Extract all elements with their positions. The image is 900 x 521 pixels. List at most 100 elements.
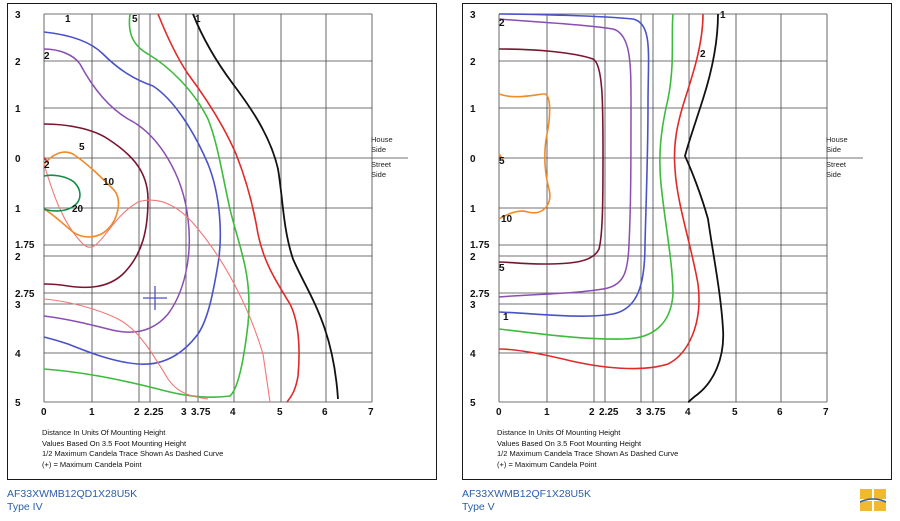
contour-label: 2 xyxy=(44,51,50,62)
chart-notes: Distance In Units Of Mounting Height Val… xyxy=(497,428,678,470)
x-tick: 7 xyxy=(368,407,374,418)
x-tick: 3.75 xyxy=(646,407,666,418)
contour-2 xyxy=(157,13,300,403)
house-side-label: Side xyxy=(826,145,841,154)
y-tick: 0 xyxy=(470,154,476,165)
note-line: 1/2 Maximum Candela Trace Shown As Dashe… xyxy=(497,449,679,458)
contour-2 xyxy=(498,13,704,370)
distribution-type: Type V xyxy=(462,501,495,513)
contour-pink-lower xyxy=(43,298,209,400)
contour-blue xyxy=(43,31,222,365)
note-line: Values Based On 3.5 Foot Mounting Height xyxy=(497,438,642,448)
contour-label: 5 xyxy=(79,142,85,153)
brand-logo-icon xyxy=(860,489,886,511)
x-tick: 2.25 xyxy=(144,407,164,418)
y-tick: 3 xyxy=(470,10,476,21)
contour-label: 2 xyxy=(700,49,706,60)
x-tick: 0 xyxy=(41,407,47,418)
contour-label: 20 xyxy=(72,204,84,215)
contour-20 xyxy=(43,174,81,212)
x-tick: 3.75 xyxy=(191,407,211,418)
note-line: (+) = Maximum Candela Point xyxy=(497,459,597,469)
contour-label: 10 xyxy=(501,214,513,225)
x-tick: 3 xyxy=(181,407,187,418)
contour-blue xyxy=(498,13,650,317)
x-tick: 4 xyxy=(230,407,236,418)
note-line: Distance In Units Of Mounting Height xyxy=(42,428,166,437)
x-tick: 4 xyxy=(685,407,691,418)
note-line: Distance In Units Of Mounting Height xyxy=(497,428,621,437)
x-tick: 5 xyxy=(732,407,738,418)
y-tick: 0 xyxy=(15,154,21,165)
isofootcandle-chart-type-iv: 1 5 1 2 5 2 10 20 3 2 1 0 1 1.75 2 2.75 … xyxy=(7,3,437,480)
contour-1 xyxy=(192,13,339,400)
contour-dot xyxy=(498,153,504,161)
contour-purple xyxy=(498,18,632,298)
y-tick: 1.75 xyxy=(470,240,490,251)
contour-10 xyxy=(43,151,120,238)
x-tick: 6 xyxy=(322,407,328,418)
contour-label: 5 xyxy=(499,156,505,167)
contour-dot xyxy=(43,157,49,163)
contour-10 xyxy=(498,93,551,220)
street-side-label: Side xyxy=(826,170,841,179)
contour-1 xyxy=(684,13,725,403)
contour-label: 1 xyxy=(195,14,201,25)
chart-notes: Distance In Units Of Mounting Height Val… xyxy=(42,428,223,470)
x-tick: 0 xyxy=(496,407,502,418)
y-tick: 2.75 xyxy=(470,289,490,300)
street-side-label: Street xyxy=(371,160,392,169)
contour-purple xyxy=(43,48,191,333)
contour-label: 5 xyxy=(499,263,505,274)
x-tick: 2.25 xyxy=(599,407,619,418)
x-tick: 3 xyxy=(636,407,642,418)
y-tick: 2 xyxy=(15,252,21,263)
y-tick: 1.75 xyxy=(15,240,35,251)
y-tick: 1 xyxy=(470,204,476,215)
y-tick: 1 xyxy=(470,104,476,115)
contour-label: 5 xyxy=(132,14,138,25)
y-tick: 5 xyxy=(470,398,476,409)
y-tick: 3 xyxy=(470,300,476,311)
max-candela-marker xyxy=(143,286,167,310)
y-tick: 4 xyxy=(15,349,21,360)
x-tick: 2 xyxy=(134,407,140,418)
grid xyxy=(43,13,408,403)
y-tick: 1 xyxy=(15,204,21,215)
x-tick: 2 xyxy=(589,407,595,418)
contour-maroon xyxy=(498,48,604,265)
x-tick: 1 xyxy=(544,407,550,418)
caption-type-v: AF33XWMB12QF1X28U5K Type V xyxy=(462,488,591,514)
contour-5 xyxy=(43,13,250,398)
contour-label: 1 xyxy=(65,14,71,25)
grid xyxy=(498,13,863,403)
distribution-type: Type IV xyxy=(7,501,43,513)
chart-type-v-svg: 1 2 2 5 10 5 1 3 2 1 0 1 1.75 2 2.75 3 4… xyxy=(470,10,863,418)
chart-type-iv-svg: 1 5 1 2 5 2 10 20 3 2 1 0 1 1.75 2 2.75 … xyxy=(15,10,408,418)
contour-label: 2 xyxy=(499,18,505,29)
contour-label: 1 xyxy=(720,10,726,21)
isofootcandle-chart-type-v: 1 2 2 5 10 5 1 3 2 1 0 1 1.75 2 2.75 3 4… xyxy=(462,3,892,480)
y-tick: 4 xyxy=(470,349,476,360)
contour-pink-dashed xyxy=(43,163,271,403)
note-line: Values Based On 3.5 Foot Mounting Height xyxy=(42,438,187,448)
y-tick: 3 xyxy=(15,300,21,311)
house-side-label: Side xyxy=(371,145,386,154)
contour-label: 1 xyxy=(503,312,509,323)
contour-label: 2 xyxy=(44,160,50,171)
y-tick: 3 xyxy=(15,10,21,21)
x-tick: 6 xyxy=(777,407,783,418)
y-tick: 1 xyxy=(15,104,21,115)
y-tick: 2 xyxy=(470,57,476,68)
contour-maroon xyxy=(43,123,149,289)
model-number: AF33XWMB12QD1X28U5K xyxy=(7,488,138,500)
x-tick: 7 xyxy=(823,407,829,418)
y-tick: 5 xyxy=(15,398,21,409)
street-side-label: Street xyxy=(826,160,847,169)
house-side-label: House xyxy=(371,135,393,144)
contour-label: 10 xyxy=(103,177,115,188)
contour-5 xyxy=(498,13,674,340)
note-line: (+) = Maximum Candela Point xyxy=(42,459,142,469)
y-tick: 2 xyxy=(15,57,21,68)
x-tick: 1 xyxy=(89,407,95,418)
